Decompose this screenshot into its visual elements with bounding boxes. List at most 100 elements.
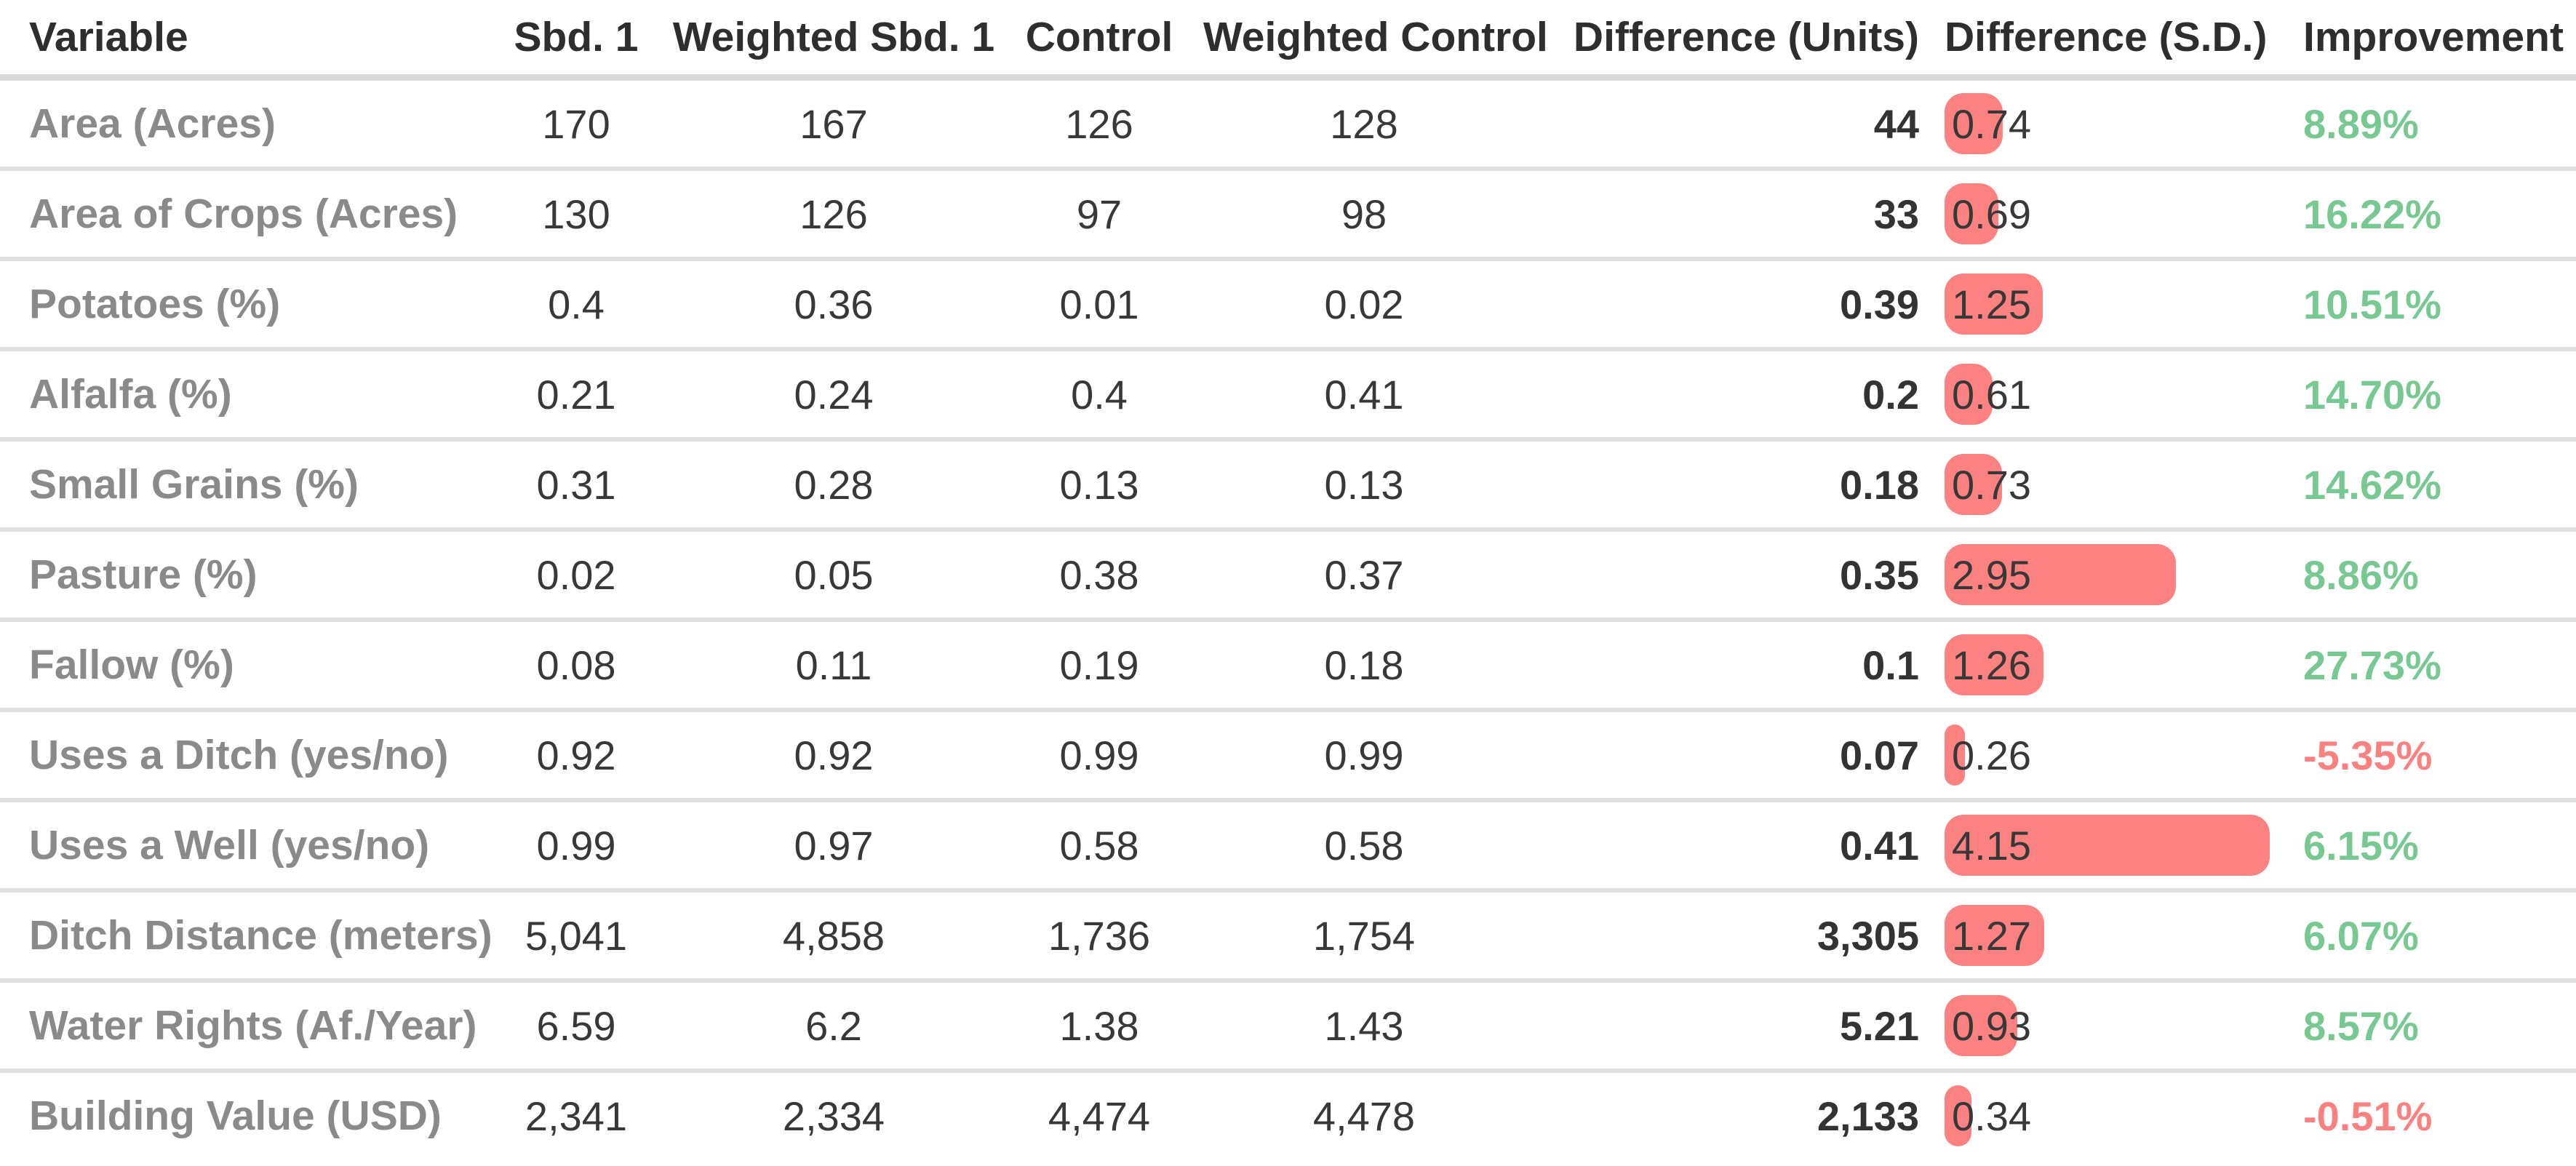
cell-wsbd1: 167 [672, 77, 995, 171]
cell-sbd1: 170 [480, 77, 672, 171]
cell-control: 0.58 [995, 800, 1203, 893]
cell-wsbd1: 0.05 [672, 530, 995, 622]
cell-diff-sd: 1.25 [1928, 259, 2284, 351]
cell-wcontrol: 0.58 [1203, 800, 1525, 893]
cell-wcontrol: 1.43 [1203, 981, 1525, 1073]
cell-improvement: 6.07% [2284, 890, 2576, 983]
sd-bar-cell: 0.34 [1945, 1073, 2284, 1159]
sd-value: 0.74 [1952, 100, 2031, 147]
cell-wsbd1: 0.97 [672, 800, 995, 893]
sd-bar-cell: 1.27 [1945, 893, 2284, 978]
cell-sbd1: 5,041 [480, 890, 672, 983]
improvement-value: -5.35% [2303, 732, 2433, 778]
cell-diff-units: 3,305 [1525, 890, 1928, 983]
table-row: Pasture (%) 0.02 0.05 0.38 0.37 0.35 2.95 8.86% [0, 530, 2576, 622]
improvement-value: 10.51% [2303, 281, 2441, 327]
cell-control: 126 [995, 77, 1203, 171]
table-row: Alfalfa (%) 0.21 0.24 0.4 0.41 0.2 0.61 14.70% [0, 349, 2576, 442]
sd-bar-cell: 0.73 [1945, 442, 2284, 527]
cell-diff-units: 0.18 [1525, 439, 1928, 532]
cell-wcontrol: 1,754 [1203, 890, 1525, 983]
cell-sbd1: 0.4 [480, 259, 672, 351]
cell-control: 0.38 [995, 530, 1203, 622]
table-row: Area of Crops (Acres) 130 126 97 98 33 0.69 16.… [0, 169, 2576, 261]
cell-improvement: 27.73% [2284, 620, 2576, 712]
improvement-value: 6.15% [2303, 822, 2419, 868]
sd-bar-cell: 1.25 [1945, 261, 2284, 347]
cell-improvement: 8.57% [2284, 981, 2576, 1073]
cell-wsbd1: 4,858 [672, 890, 995, 983]
cell-diff-units: 0.41 [1525, 800, 1928, 893]
cell-wcontrol: 0.18 [1203, 620, 1525, 712]
cell-diff-units: 0.39 [1525, 259, 1928, 351]
cell-diff-units: 0.07 [1525, 710, 1928, 802]
cell-improvement: -0.51% [2284, 1071, 2576, 1159]
table-row: Uses a Ditch (yes/no) 0.92 0.92 0.99 0.99 0.0… [0, 710, 2576, 802]
cell-improvement: -5.35% [2284, 710, 2576, 802]
cell-wsbd1: 0.24 [672, 349, 995, 442]
header-row: Variable Sbd. 1 Weighted Sbd. 1 Control … [0, 0, 2576, 81]
cell-variable: Uses a Well (yes/no) [0, 800, 480, 893]
sd-value: 0.34 [1952, 1093, 2031, 1139]
cell-control: 0.01 [995, 259, 1203, 351]
cell-variable: Ditch Distance (meters) [0, 890, 493, 983]
cell-diff-units: 0.1 [1525, 620, 1928, 712]
cell-diff-sd: 0.93 [1928, 981, 2284, 1073]
cell-diff-units: 5.21 [1525, 981, 1928, 1073]
cell-variable: Building Value (USD) [29, 1093, 442, 1139]
cell-sbd1: 130 [480, 169, 672, 261]
improvement-value: 8.89% [2303, 100, 2419, 147]
sd-bar [1945, 364, 1993, 425]
cell-sbd1: 0.21 [480, 349, 672, 442]
cell-wcontrol: 0.37 [1203, 530, 1525, 622]
table-row: Fallow (%) 0.08 0.11 0.19 0.18 0.1 1.26 27.73% [0, 620, 2576, 712]
cell-diff-units: 0.2 [1525, 349, 1928, 442]
cell-control: 1.38 [995, 981, 1203, 1073]
cell-wsbd1: 0.36 [672, 259, 995, 351]
improvement-value: 14.62% [2303, 461, 2441, 508]
improvement-value: -0.51% [2303, 1093, 2433, 1139]
sd-bar-cell: 0.69 [1945, 171, 2284, 257]
cell-wsbd1: 6.2 [672, 981, 995, 1073]
cell-diff-sd: 0.74 [1928, 77, 2284, 171]
cell-wsbd1: 0.11 [672, 620, 995, 712]
sd-value: 0.26 [1952, 732, 2031, 778]
improvement-value: 6.07% [2303, 912, 2419, 959]
improvement-value: 16.22% [2303, 191, 2441, 237]
cell-improvement: 8.89% [2284, 77, 2576, 171]
cell-diff-units: 2,133 [1817, 1093, 1919, 1139]
table-row: Potatoes (%) 0.4 0.36 0.01 0.02 0.39 1.25 10.51… [0, 259, 2576, 351]
sd-value: 2.95 [1952, 551, 2031, 598]
cell-diff-sd: 0.26 [1928, 710, 2284, 802]
cell-sbd1: 0.99 [480, 800, 672, 893]
cell-control: 4,474 [1048, 1093, 1151, 1139]
sd-bar [1945, 995, 2017, 1056]
cell-diff-units: 0.35 [1525, 530, 1928, 622]
cell-sbd1: 2,341 [525, 1093, 628, 1139]
col-header-difference-sd: Difference (S.D.) [1928, 0, 2284, 81]
cell-wcontrol: 128 [1203, 77, 1525, 171]
sd-bar-cell: 0.93 [1945, 983, 2284, 1069]
cell-sbd1: 6.59 [480, 981, 672, 1073]
cell-control: 97 [995, 169, 1203, 261]
cell-wcontrol: 98 [1203, 169, 1525, 261]
cell-control: 0.19 [995, 620, 1203, 712]
sd-value: 0.61 [1952, 371, 2031, 418]
col-header-variable: Variable [0, 0, 480, 81]
cell-diff-units: 33 [1525, 169, 1928, 261]
sd-bar [1945, 544, 2176, 605]
cell-diff-units: 44 [1525, 77, 1928, 171]
sd-value: 0.69 [1952, 191, 2031, 237]
sd-bar [1945, 724, 1965, 786]
col-header-weighted-control: Weighted Control [1203, 0, 1548, 81]
sd-bar-cell: 1.26 [1945, 622, 2284, 708]
sd-value: 1.25 [1952, 281, 2031, 327]
table-row: Area (Acres) 170 167 126 128 44 0.74 8.89% [0, 77, 2576, 171]
cell-variable: Potatoes (%) [0, 259, 480, 351]
cell-wcontrol: 0.41 [1203, 349, 1525, 442]
cell-variable: Alfalfa (%) [0, 349, 480, 442]
cell-variable: Fallow (%) [0, 620, 480, 712]
cell-diff-sd: 2.95 [1928, 530, 2284, 622]
sd-bar-cell: 0.26 [1945, 712, 2284, 798]
